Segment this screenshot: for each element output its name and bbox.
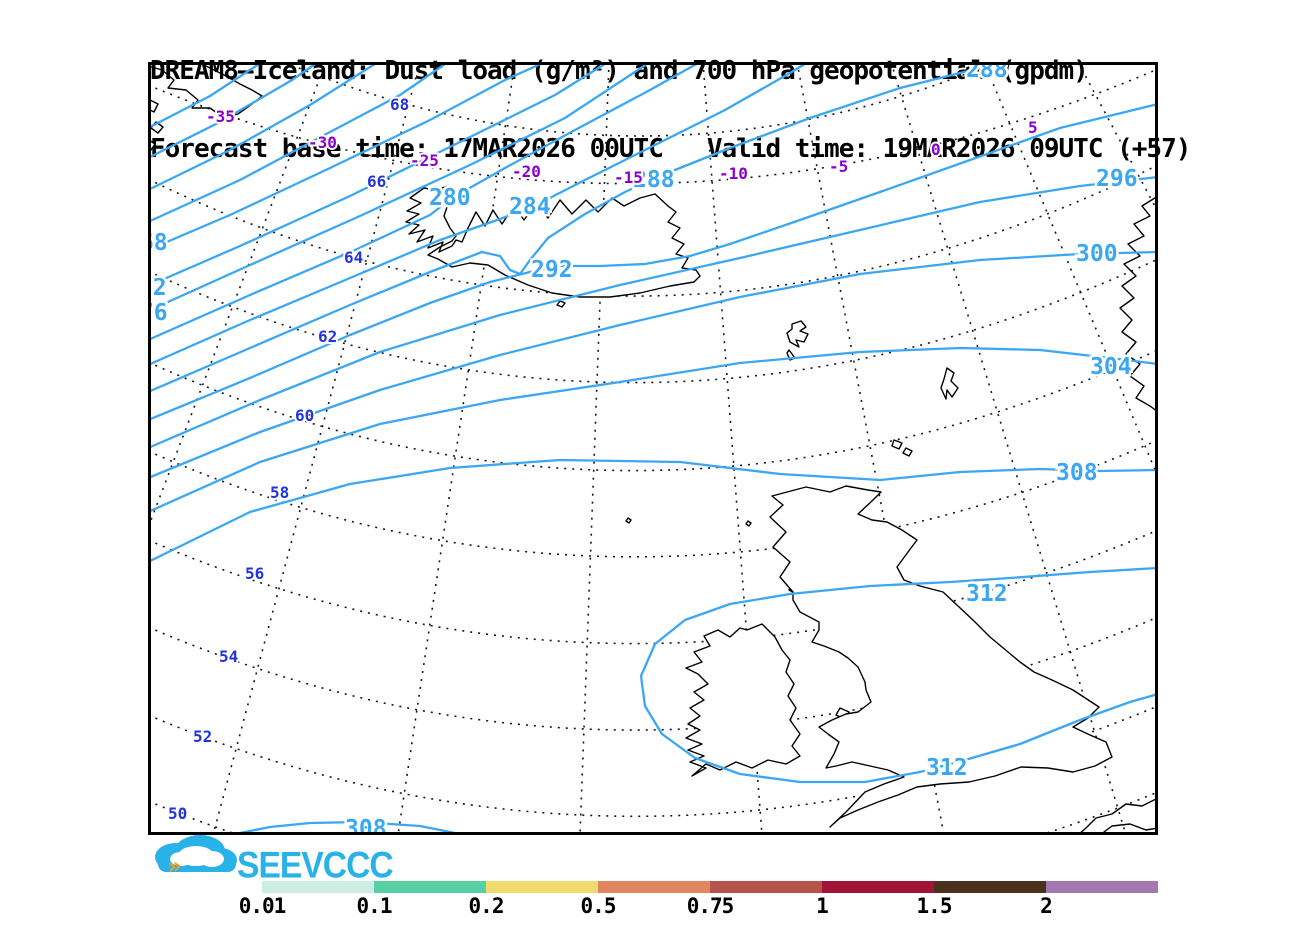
small-islets xyxy=(625,517,752,527)
contour-300 xyxy=(148,250,1158,480)
geopotential-contour-label: 276 xyxy=(148,300,168,326)
latitude-label: 66 xyxy=(367,172,386,191)
orkney-islands xyxy=(891,439,913,457)
colorbar-tick-label: 1.5 xyxy=(916,894,953,918)
geopotential-contour-label: 304 xyxy=(1090,354,1132,380)
iceland-coast xyxy=(405,185,701,298)
contour-296 xyxy=(148,175,1158,450)
colorbar-tick-label: 1 xyxy=(816,894,829,918)
temperature-label: -30 xyxy=(308,133,337,152)
contour-260 xyxy=(148,62,380,192)
geopotential-contour-label: 284 xyxy=(509,194,551,220)
geopotential-contour-label: 288 xyxy=(633,167,675,193)
contour-308-south xyxy=(228,820,467,835)
dust-load-colorbar xyxy=(262,881,1158,893)
latitude-label: 52 xyxy=(193,727,212,746)
greenland-coast xyxy=(148,62,263,119)
contour-288 xyxy=(148,62,1000,394)
temperature-label: -5 xyxy=(829,157,848,176)
contour-268 xyxy=(148,62,547,252)
contour-264 xyxy=(148,62,450,224)
temperature-label: -20 xyxy=(512,162,541,181)
colorbar-segment xyxy=(374,881,486,893)
contour-256 xyxy=(148,62,320,160)
geopotential-contour-label: 280 xyxy=(429,185,471,211)
contour-276 xyxy=(148,62,652,313)
geopotential-contour-label: 300 xyxy=(1076,241,1118,267)
geopotential-contour-label: 312 xyxy=(926,755,968,781)
latitude-label: 50 xyxy=(168,804,187,823)
temperature-label: -10 xyxy=(719,164,748,183)
norway-coast xyxy=(1119,195,1158,413)
contour-284 xyxy=(148,62,810,367)
geopotential-contour-label: 312 xyxy=(966,581,1008,607)
map-label-layer: 268 272276 280 284 288 292 288 296 300 304 308 312 3… xyxy=(148,62,1140,835)
temperature-label: 5 xyxy=(1028,118,1038,137)
latitude-label: 62 xyxy=(318,327,337,346)
geopotential-contour-label: 272 xyxy=(148,275,167,301)
title-line-2: Forecast base time: 17MAR2026 00UTC Vali… xyxy=(150,134,1191,164)
latitude-label: 64 xyxy=(344,248,363,267)
contour-272 xyxy=(148,62,610,288)
latitude-label: 68 xyxy=(390,95,409,114)
seevccc-cloud-icon: » xyxy=(155,835,237,880)
seevccc-logo: » SEEVCCC xyxy=(146,830,606,886)
contour-252 xyxy=(148,62,264,130)
latitude-label: 56 xyxy=(245,564,264,583)
temperature-label: 0 xyxy=(931,140,941,159)
map-border xyxy=(148,62,1158,835)
forecast-map: 268 272276 280 284 288 292 288 296 300 304 308 312 3… xyxy=(148,62,1158,835)
contour-280 xyxy=(148,62,702,342)
latitude-label: 60 xyxy=(295,406,314,425)
svg-text:»: » xyxy=(166,853,183,879)
seevccc-logo-text: SEEVCCC xyxy=(237,844,394,886)
ireland-coast xyxy=(685,623,801,777)
brittany-coast xyxy=(1099,823,1158,835)
colorbar-segment xyxy=(598,881,710,893)
france-coast xyxy=(1077,797,1158,835)
colorbar-segment xyxy=(1046,881,1158,893)
colorbar-tick-label: 0.2 xyxy=(468,894,505,918)
faroe-islands xyxy=(786,320,809,361)
temperature-label: -15 xyxy=(614,168,643,187)
colorbar-tick-label: 0.5 xyxy=(580,894,617,918)
colorbar-segment xyxy=(822,881,934,893)
colorbar-tick-label: 0.01 xyxy=(238,894,287,918)
contour-292 xyxy=(148,102,1158,422)
shetland-islands xyxy=(940,367,959,400)
colorbar-tick-label: 0.75 xyxy=(686,894,735,918)
temperature-label: -35 xyxy=(206,107,235,126)
colorbar-tick-labels: 0.01 0.1 0.2 0.5 0.75 1 1.5 2 xyxy=(0,894,1296,920)
geopotential-contour-label: 308 xyxy=(1056,460,1098,486)
contour-304 xyxy=(148,346,1158,514)
geopotential-contour-label: 296 xyxy=(1096,166,1138,192)
latitude-label: 58 xyxy=(270,483,289,502)
geopotential-contour-label: 288 xyxy=(966,62,1008,83)
colorbar-segment xyxy=(262,881,374,893)
geopotential-contour-label: 268 xyxy=(148,230,168,256)
vestmannaeyjar-island xyxy=(556,300,566,308)
geopotential-contour-label: 292 xyxy=(531,257,573,283)
contour-312-ridge xyxy=(639,566,1158,784)
colorbar-tick-label: 2 xyxy=(1040,894,1053,918)
colorbar-segment xyxy=(934,881,1046,893)
graticule-parallels xyxy=(148,62,1158,835)
temperature-label: -25 xyxy=(410,151,439,170)
geopotential-contour-label: 308 xyxy=(345,816,387,835)
colorbar-tick-label: 0.1 xyxy=(356,894,393,918)
colorbar-segment xyxy=(710,881,822,893)
geopotential-contours xyxy=(148,62,1158,835)
colorbar-segment xyxy=(486,881,598,893)
contour-308-north xyxy=(148,458,1158,564)
latitude-label: 54 xyxy=(219,647,238,666)
